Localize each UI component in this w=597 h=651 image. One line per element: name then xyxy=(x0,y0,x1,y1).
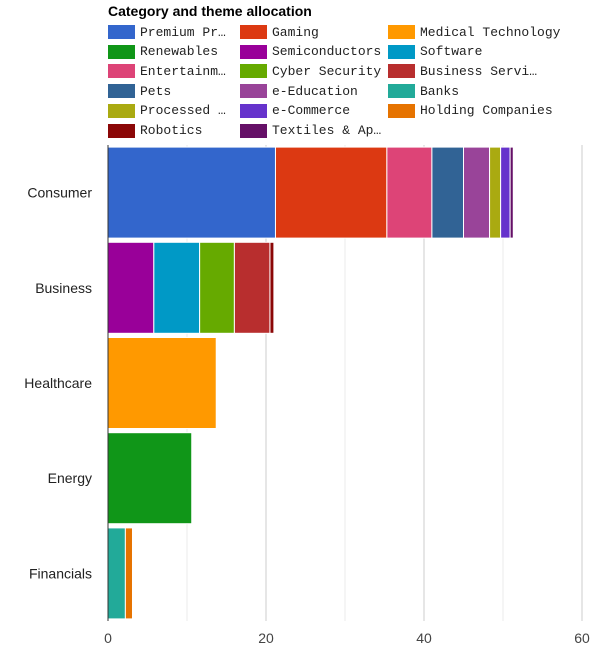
legend-item-business-services: Business Servi… xyxy=(388,63,597,79)
legend-swatch xyxy=(388,64,415,79)
bars-layer xyxy=(107,146,514,620)
legend-item-banks: Banks xyxy=(388,83,597,99)
legend: Premium Products Gaming Medical Technology… xyxy=(108,24,597,144)
bar-consumer-entertainment[interactable] xyxy=(386,146,433,239)
bar-financials-holding-companies[interactable] xyxy=(124,527,133,620)
category-label-consumer: Consumer xyxy=(27,185,92,201)
x-tick-label: 60 xyxy=(574,630,590,646)
legend-item-premium-products: Premium Products xyxy=(108,24,233,40)
legend-swatch xyxy=(240,103,267,118)
legend-item-processed-food: Processed Food xyxy=(108,103,233,119)
bar-consumer-processed-food[interactable] xyxy=(489,146,502,239)
legend-item-medical-technology: Medical Technology xyxy=(388,24,597,40)
legend-item-renewables: Renewables xyxy=(108,44,233,60)
legend-swatch xyxy=(108,64,135,79)
legend-item-e-commerce: e-Commerce xyxy=(240,103,382,119)
legend-item-pets: Pets xyxy=(108,83,233,99)
legend-swatch xyxy=(240,25,267,39)
x-tick-label: 40 xyxy=(416,630,432,646)
legend-swatch xyxy=(388,84,415,99)
legend-swatch xyxy=(240,64,267,79)
bar-consumer-gaming[interactable] xyxy=(274,146,388,239)
legend-item-holding-companies: Holding Companies xyxy=(388,103,597,119)
bar-consumer-textiles-and-apparel[interactable] xyxy=(509,146,514,239)
legend-swatch xyxy=(240,123,267,138)
legend-swatch xyxy=(388,103,415,118)
chart-title: Category and theme allocation xyxy=(108,3,312,19)
bar-business-robotics[interactable] xyxy=(269,241,275,334)
category-label-financials: Financials xyxy=(29,565,92,581)
x-tick-label: 0 xyxy=(104,630,112,646)
bar-business-cyber-security[interactable] xyxy=(199,241,235,334)
bar-consumer-e-education[interactable] xyxy=(463,146,491,239)
x-tick-label: 20 xyxy=(258,630,274,646)
legend-item-software: Software xyxy=(388,44,597,60)
labels-layer: Consumer Business Healthcare Energy Financia… xyxy=(24,185,590,646)
bar-consumer-premium-products[interactable] xyxy=(107,146,276,239)
bar-business-software[interactable] xyxy=(153,241,201,334)
legend-swatch xyxy=(108,84,135,99)
legend-item-entertainment: Entertainment xyxy=(108,63,233,79)
bar-business-semiconductors[interactable] xyxy=(107,241,155,334)
legend-swatch xyxy=(240,44,267,59)
bar-business-business-services[interactable] xyxy=(233,241,271,334)
bar-consumer-e-commerce[interactable] xyxy=(500,146,511,239)
legend-item-e-education: e-Education xyxy=(240,83,382,99)
category-label-business: Business xyxy=(35,280,92,296)
legend-item-robotics: Robotics xyxy=(108,123,233,139)
bar-consumer-pets[interactable] xyxy=(431,146,464,239)
bar-financials-banks[interactable] xyxy=(107,527,126,620)
legend-item-gaming: Gaming xyxy=(240,24,382,40)
legend-item-cyber-security: Cyber Security xyxy=(240,63,382,79)
legend-swatch xyxy=(108,25,135,39)
legend-swatch xyxy=(388,25,415,39)
bar-energy-renewables[interactable] xyxy=(107,432,193,525)
category-label-healthcare: Healthcare xyxy=(24,375,92,391)
legend-item-semiconductors: Semiconductors xyxy=(240,44,382,60)
legend-swatch xyxy=(240,84,267,99)
legend-swatch xyxy=(108,123,135,138)
category-label-energy: Energy xyxy=(48,470,92,486)
legend-swatch xyxy=(108,44,135,59)
legend-item-textiles-and-apparel: Textiles & Apparel xyxy=(240,123,382,139)
bar-healthcare-medical-technology[interactable] xyxy=(107,337,217,429)
legend-swatch xyxy=(388,44,415,59)
legend-swatch xyxy=(108,103,135,118)
